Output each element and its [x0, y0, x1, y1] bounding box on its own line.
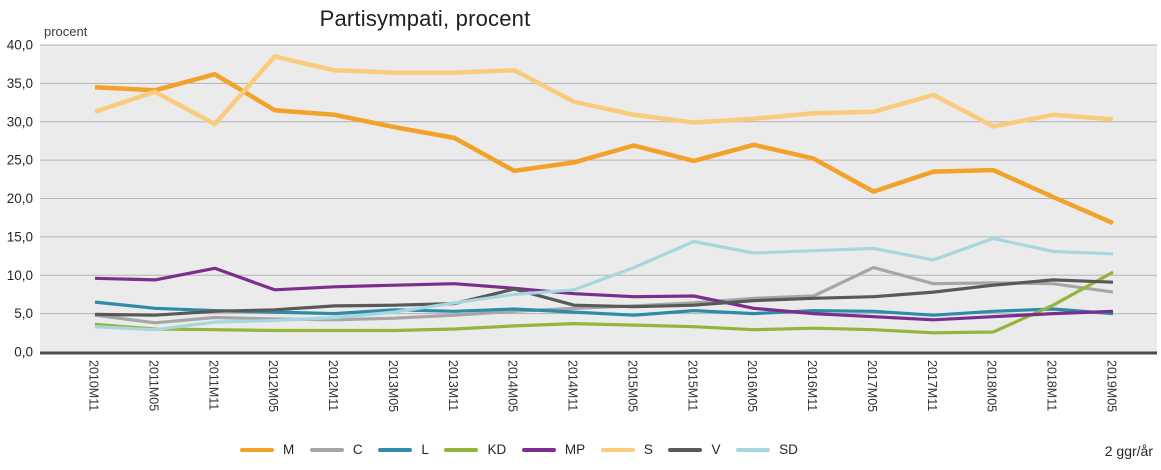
legend-swatch-MP [521, 447, 556, 453]
series-line-SD [94, 236, 1114, 332]
series-line-M [94, 71, 1114, 226]
legend-label-V: V [711, 442, 721, 458]
series-line-MP [94, 266, 1114, 322]
y-tick-label: 0,0 [14, 345, 33, 360]
legend-label-MP: MP [564, 442, 586, 458]
x-tick-label: 2015M11 [685, 360, 699, 411]
series-line-KD [94, 270, 1114, 335]
x-tick-label: 2013M11 [446, 360, 460, 411]
legend-item-S: S [600, 442, 653, 458]
series-line-V [94, 278, 1114, 317]
frequency-note: 2 ggr/år [1104, 443, 1153, 459]
y-tick-label: 25,0 [7, 153, 33, 168]
legend-item-SD: SD [736, 443, 798, 457]
series-line-S [94, 54, 1114, 129]
y-tick-label: 15,0 [7, 229, 33, 244]
x-tick-label: 2014M11 [566, 360, 580, 411]
x-tick-label: 2018M05 [985, 360, 999, 412]
x-tick-label: 2012M05 [266, 360, 280, 412]
x-tick-label: 2012M11 [326, 360, 340, 411]
legend-label-SD: SD [779, 442, 798, 458]
y-tick-label: 5,0 [14, 306, 33, 321]
legend-swatch-KD [444, 447, 479, 453]
legend-label-C: C [352, 442, 363, 458]
x-tick-label: 2017M05 [865, 360, 879, 412]
y-tick-label: 10,0 [7, 268, 33, 283]
legend-label-KD: KD [487, 442, 507, 458]
x-tick-label: 2019M05 [1105, 360, 1119, 412]
y-tick-label: 30,0 [7, 114, 33, 129]
y-tick-label: 40,0 [7, 38, 33, 53]
y-tick-label: 35,0 [7, 76, 33, 91]
x-tick-label: 2015M05 [625, 360, 639, 412]
legend-swatch-S [600, 447, 635, 453]
legend-swatch-C [309, 447, 344, 453]
series-line-L [94, 300, 1114, 317]
legend-swatch-SD [736, 447, 771, 453]
x-tick-label: 2017M11 [925, 360, 939, 411]
x-tick-label: 2011M05 [146, 360, 160, 411]
legend-label-S: S [643, 442, 653, 458]
x-tick-label: 2018M11 [1045, 360, 1059, 411]
legend-swatch-V [668, 447, 703, 453]
legend-item-C: C [309, 442, 363, 458]
legend-item-MP: MP [521, 442, 586, 458]
x-tick-label: 2016M11 [805, 360, 819, 411]
legend-label-M: M [283, 442, 295, 458]
y-tick-label: 20,0 [7, 191, 33, 206]
legend: M C L KD MP S V SD [240, 440, 798, 460]
chart-title: Partisympati, procent [319, 6, 531, 31]
legend-label-L: L [421, 442, 429, 458]
x-tick-label: 2011M11 [206, 360, 220, 410]
x-tick-label: 2013M05 [386, 360, 400, 412]
y-axis-unit-label: procent [44, 24, 88, 39]
legend-item-KD: KD [444, 443, 506, 457]
x-tick-label: 2014M05 [506, 360, 520, 412]
x-tick-label: 2016M05 [745, 360, 759, 412]
legend-item-M: M [240, 443, 294, 457]
legend-swatch-L [378, 447, 413, 453]
legend-item-V: V [668, 442, 721, 458]
legend-item-L: L [378, 443, 429, 457]
legend-swatch-M [240, 447, 274, 453]
x-tick-label: 2010M11 [87, 360, 101, 411]
